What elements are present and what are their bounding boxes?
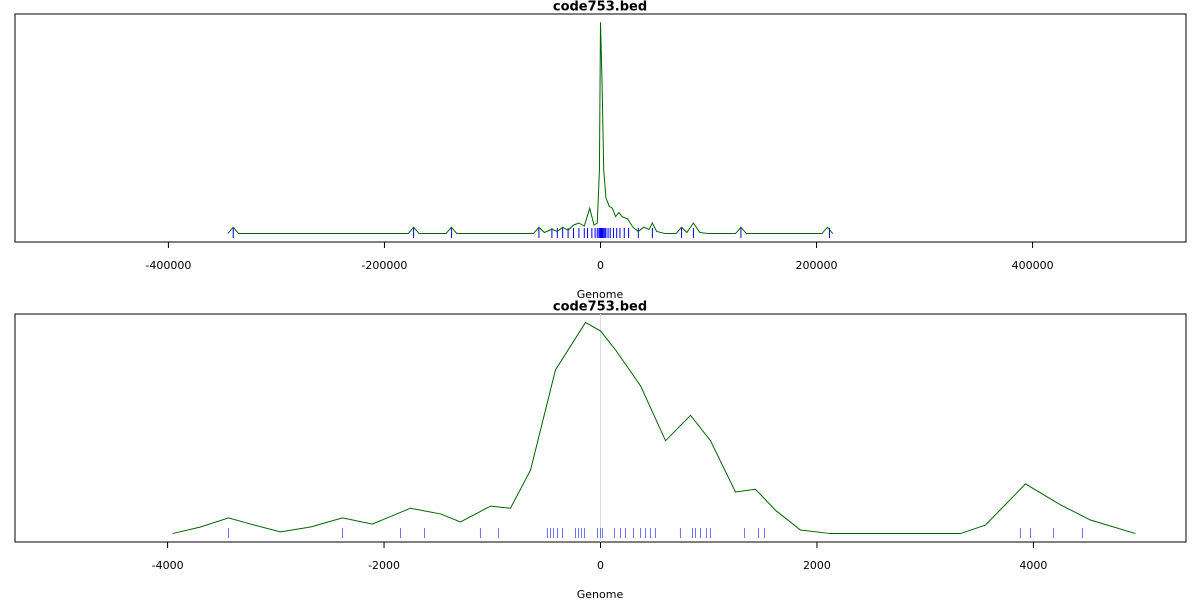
x-tick-label: 200000 (796, 259, 838, 272)
x-axis-label: Genome (577, 288, 624, 301)
x-tick-label: 0 (597, 259, 604, 272)
density-line (172, 321, 1136, 535)
x-tick-label: 2000 (803, 559, 831, 572)
x-tick-label: -2000 (368, 559, 400, 572)
x-axis-label: Genome (577, 588, 624, 600)
x-tick-label: 0 (597, 559, 604, 572)
x-tick-label: 4000 (1019, 559, 1047, 572)
chart-title: code753.bed (553, 300, 647, 315)
x-tick-label: -400000 (145, 259, 191, 272)
x-tick-label: -4000 (152, 559, 184, 572)
x-tick-label: 400000 (1012, 259, 1054, 272)
density-line (227, 22, 834, 235)
chart-title: code753.bed (553, 0, 647, 15)
x-tick-label: -200000 (361, 259, 407, 272)
